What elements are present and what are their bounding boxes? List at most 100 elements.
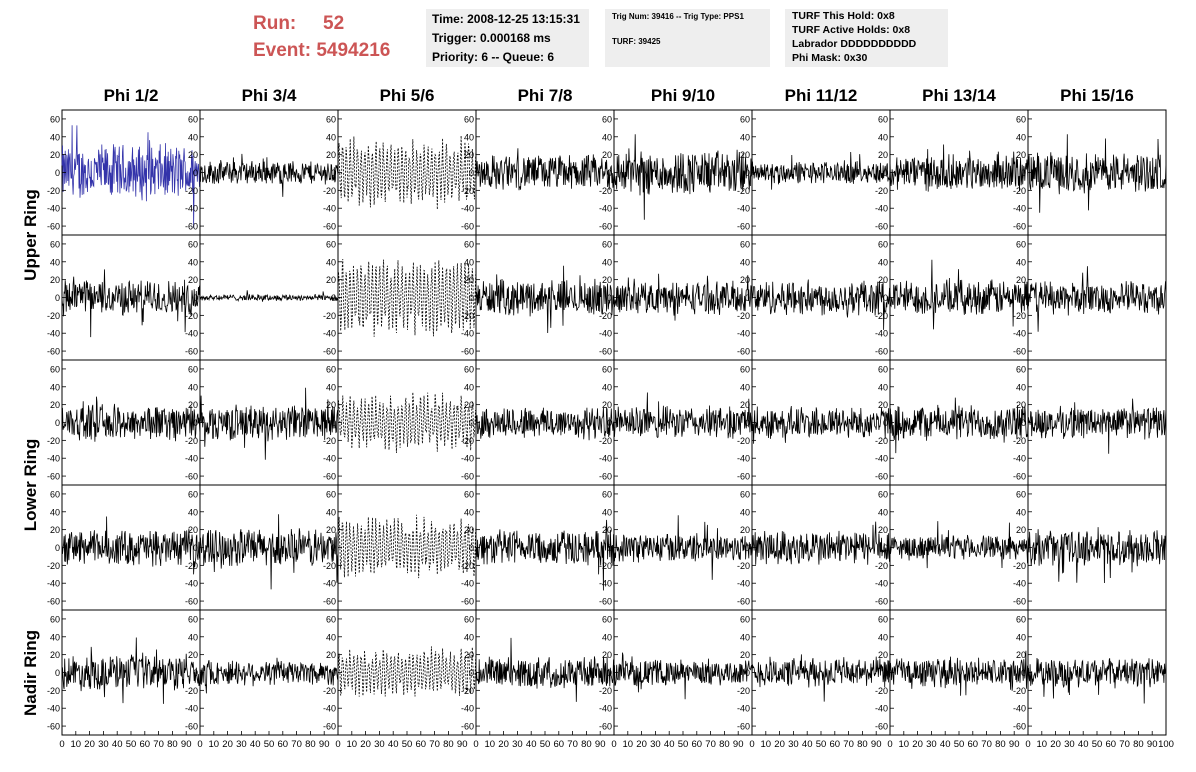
x-tick-label: 70	[1119, 739, 1130, 750]
y-tick-label: -60	[185, 347, 198, 357]
waveform-panel: -60 -40 -20 0 20 40 60	[47, 359, 201, 486]
y-tick-label: 0	[55, 293, 60, 303]
y-tick-label: 20	[602, 650, 612, 660]
waveform-panel: -60 -40 -20 0 20 40 60	[323, 109, 477, 236]
y-tick-label: -40	[1013, 329, 1026, 339]
x-tick-label: 60	[830, 739, 841, 750]
x-tick-label: 0	[59, 739, 64, 750]
y-tick-label: 60	[50, 239, 60, 249]
y-tick-label: -40	[47, 329, 60, 339]
waveform-line	[1027, 657, 1167, 704]
waveform-panel: -60 -40 -20 0 20 40 60	[875, 359, 1029, 486]
y-tick-label: 60	[188, 364, 198, 374]
y-tick-label: 20	[878, 400, 888, 410]
panel-frame	[613, 109, 753, 236]
y-tick-label: -20	[185, 436, 198, 446]
y-tick-label: -40	[875, 454, 888, 464]
y-tick-label: 60	[464, 114, 474, 124]
y-tick-label: 20	[602, 150, 612, 160]
waveform-panel: -60 -40 -20 0 20 40 60	[185, 234, 339, 361]
waveform-line	[199, 657, 339, 694]
y-tick-label: -60	[1013, 347, 1026, 357]
x-tick-label: 70	[567, 739, 578, 750]
y-tick-label: 20	[188, 150, 198, 160]
y-tick-label: 60	[326, 489, 336, 499]
y-tick-label: 20	[188, 275, 198, 285]
y-tick-label: -40	[461, 704, 474, 714]
y-tick-label: -40	[599, 704, 612, 714]
y-tick-label: -20	[185, 311, 198, 321]
waveform-panel: -60 -40 -20 0 20 40 60	[185, 484, 339, 611]
waveform-line	[199, 387, 339, 460]
y-tick-label: 0	[745, 543, 750, 553]
x-tick-label: 80	[857, 739, 868, 750]
y-tick-label: 40	[878, 382, 888, 392]
y-tick-label: 0	[1021, 543, 1026, 553]
y-tick-label: -60	[737, 472, 750, 482]
turf-active-text: TURF Active Holds: 0x8	[792, 24, 911, 36]
y-tick-label: -20	[875, 436, 888, 446]
trigger-text: Trigger: 0.000168 ms	[432, 31, 551, 45]
y-tick-label: 40	[602, 257, 612, 267]
y-tick-label: -60	[323, 222, 336, 232]
y-tick-label: -60	[323, 722, 336, 732]
y-tick-label: -20	[875, 186, 888, 196]
y-tick-label: 20	[1016, 400, 1026, 410]
y-tick-label: -40	[185, 704, 198, 714]
y-tick-label: -60	[1013, 222, 1026, 232]
y-tick-label: 0	[193, 543, 198, 553]
y-tick-label: 40	[50, 507, 60, 517]
waveform-line	[199, 153, 339, 197]
run-event-block: Run: 52 Event: 5494216	[253, 10, 390, 64]
y-tick-label: 40	[326, 132, 336, 142]
column-label: Phi 11/12	[784, 86, 858, 105]
waveform-line	[613, 273, 753, 321]
y-tick-label: -20	[47, 436, 60, 446]
waveform-line	[337, 392, 477, 454]
y-tick-label: 20	[740, 275, 750, 285]
time-info-box: Time: 2008-12-25 13:15:31 Trigger: 0.000…	[426, 9, 589, 67]
y-tick-label: 40	[50, 382, 60, 392]
x-tick-label: 50	[126, 739, 137, 750]
y-tick-label: -60	[1013, 472, 1026, 482]
waveform-line	[61, 516, 201, 575]
x-tick-label: 40	[1078, 739, 1089, 750]
y-tick-label: 40	[1016, 507, 1026, 517]
y-tick-label: 20	[50, 275, 60, 285]
waveform-line	[61, 269, 201, 338]
y-tick-label: 0	[469, 293, 474, 303]
x-tick-label: 20	[360, 739, 371, 750]
y-tick-label: 60	[326, 614, 336, 624]
y-tick-label: 20	[188, 650, 198, 660]
x-tick-label: 80	[581, 739, 592, 750]
y-tick-label: 60	[50, 614, 60, 624]
x-tick-label: 40	[388, 739, 399, 750]
column-label: Phi 3/4	[241, 86, 297, 105]
panel-frame	[337, 234, 477, 361]
column-label: Phi 15/16	[1060, 86, 1134, 105]
y-tick-label: 40	[740, 507, 750, 517]
y-tick-label: -20	[185, 186, 198, 196]
y-tick-label: 60	[188, 239, 198, 249]
waveform-line	[751, 151, 891, 190]
y-tick-label: 40	[602, 632, 612, 642]
y-tick-label: 0	[55, 543, 60, 553]
y-tick-label: -20	[323, 311, 336, 321]
y-tick-label: 60	[188, 614, 198, 624]
x-tick-label: 20	[912, 739, 923, 750]
y-tick-label: -40	[737, 329, 750, 339]
x-tick-label: 0	[473, 739, 478, 750]
y-tick-label: -40	[185, 579, 198, 589]
y-tick-label: 20	[1016, 650, 1026, 660]
y-tick-label: 0	[331, 418, 336, 428]
y-tick-label: 20	[326, 525, 336, 535]
y-tick-label: -60	[47, 222, 60, 232]
y-tick-label: 60	[1016, 114, 1026, 124]
y-tick-label: -40	[875, 329, 888, 339]
x-tick-label: 80	[443, 739, 454, 750]
waveform-panel: -60 -40 -20 0 20 40 60	[185, 609, 339, 736]
y-tick-label: -60	[461, 597, 474, 607]
y-tick-label: -60	[599, 222, 612, 232]
y-tick-label: 20	[188, 400, 198, 410]
y-tick-label: 60	[740, 489, 750, 499]
